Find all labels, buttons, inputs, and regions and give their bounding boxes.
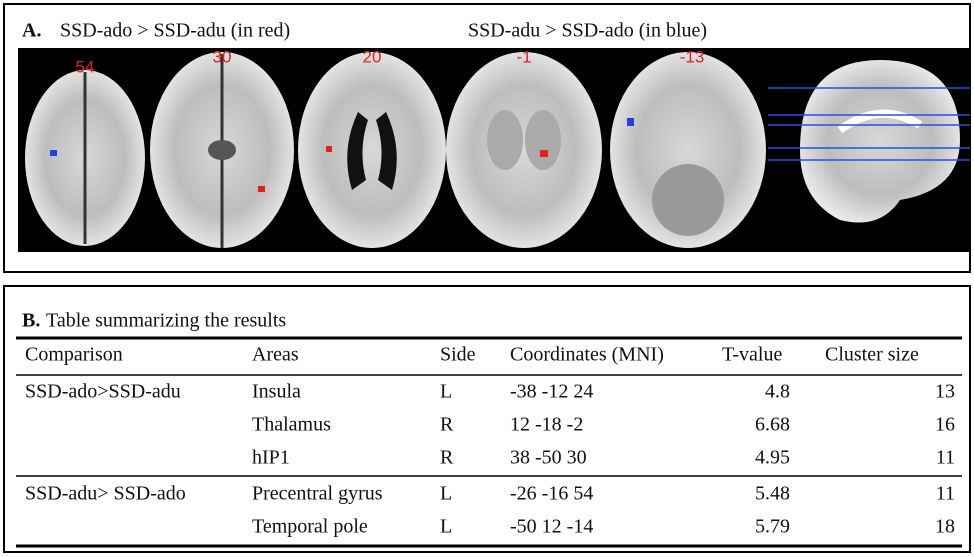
coordinates: 38 -50 30 (510, 447, 587, 469)
slice-number: 54 (76, 57, 95, 76)
blue-cluster (50, 150, 57, 156)
side: L (440, 381, 452, 403)
red-cluster (540, 150, 548, 157)
comparison: SSD-adu> SSD-ado (25, 483, 186, 505)
cluster-size: 11 (936, 447, 955, 469)
red-cluster (258, 186, 265, 192)
area: Temporal pole (252, 516, 368, 538)
side: R (440, 447, 454, 469)
slice-lines (768, 87, 970, 161)
t-value: 5.48 (755, 483, 790, 505)
red-cluster (326, 146, 332, 152)
side: L (440, 483, 452, 505)
table-header: Coordinates (MNI) (510, 344, 664, 366)
blue-cluster (627, 118, 634, 126)
table-header: Side (440, 344, 476, 366)
axial-slice (298, 52, 446, 248)
thalamus (487, 110, 523, 170)
cluster-size: 11 (936, 483, 955, 505)
t-value: 5.79 (755, 516, 790, 538)
cerebellum (652, 164, 724, 236)
cluster-size: 16 (935, 414, 955, 436)
panel-b-frame (3, 285, 971, 553)
slice-number: 30 (213, 47, 232, 66)
comparison: SSD-ado>SSD-adu (25, 381, 181, 403)
slice-number: -1 (516, 47, 531, 66)
table-header: Cluster size (825, 344, 919, 366)
coordinates: 12 -18 -2 (510, 414, 583, 436)
table-header: Areas (252, 344, 299, 366)
panel-a-title-blue: SSD-adu > SSD-ado (in blue) (468, 20, 707, 42)
side: R (440, 414, 454, 436)
side: L (440, 516, 452, 538)
table-header: T-value (722, 344, 782, 366)
cluster-size: 18 (935, 516, 955, 538)
t-value: 4.95 (755, 447, 790, 469)
coordinates: -50 12 -14 (510, 516, 593, 538)
area: Thalamus (252, 414, 331, 436)
table-header: Comparison (25, 344, 123, 366)
area: Insula (252, 381, 301, 403)
thalamus (525, 110, 561, 170)
area: Precentral gyrus (252, 483, 383, 505)
axial-slice (446, 52, 602, 248)
brain-slices (25, 52, 960, 248)
ventricle (347, 112, 397, 190)
panel-a-label: A. (22, 20, 41, 42)
activations (50, 118, 634, 192)
panel-a-title-red: SSD-ado > SSD-adu (in red) (60, 20, 290, 42)
sagittal-slice (800, 60, 960, 223)
t-value: 4.8 (765, 381, 790, 403)
panel-b-label: B. (22, 310, 40, 332)
axial-slice (610, 52, 766, 248)
area: hIP1 (252, 447, 290, 469)
cluster-size: 13 (935, 381, 955, 403)
coordinates: -38 -12 24 (510, 381, 593, 403)
coordinates: -26 -16 54 (510, 483, 593, 505)
panel-b-title: Table summarizing the results (46, 310, 286, 332)
slice-number: -13 (680, 47, 705, 66)
ventricle (208, 140, 236, 160)
t-value: 6.68 (755, 414, 790, 436)
slice-number: 20 (363, 47, 382, 66)
